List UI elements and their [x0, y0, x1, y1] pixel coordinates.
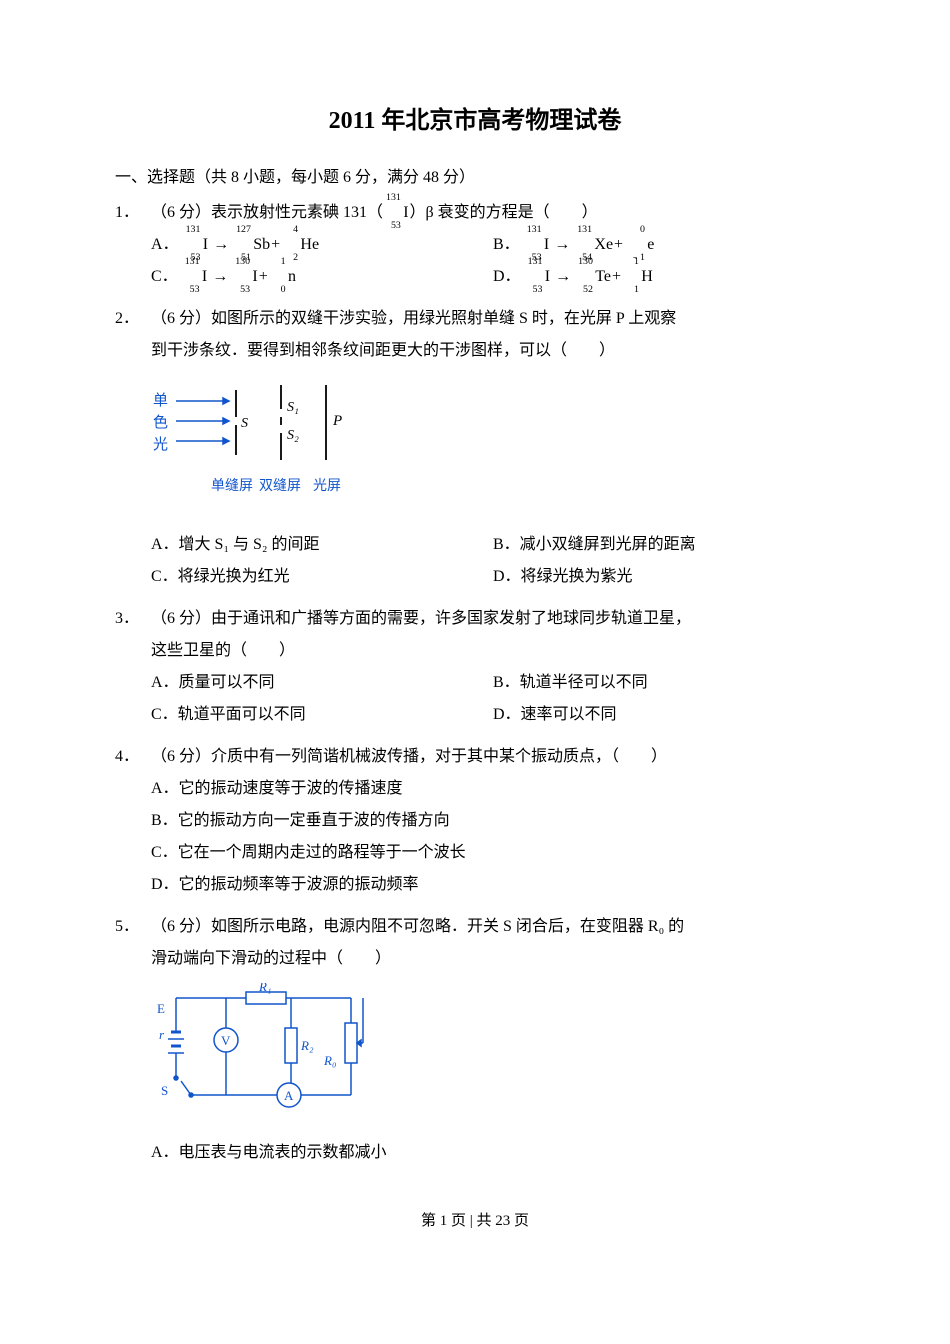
q1-optB: B． 53131I → 54131Xe+ ﹣10e [493, 229, 835, 261]
question-3: 3．（6 分）由于通讯和广播等方面的需要，许多国家发射了地球同步轨道卫星，这些卫… [115, 603, 835, 731]
q2-diagram: 单 色 光 S S₁ [115, 375, 835, 517]
svg-text:E: E [157, 1001, 165, 1016]
q3-stem: （6 分）由于通讯和广播等方面的需要，许多国家发射了地球同步轨道卫星，这些卫星的… [151, 603, 827, 667]
double-slit-svg: 单 色 光 S S₁ [151, 375, 381, 505]
q5-optA: A．电压表与电流表的示数都减小 [115, 1137, 835, 1169]
q2-row2: C．将绿光换为红光 D．将绿光换为紫光 [115, 561, 835, 593]
q1-stem: （6 分）表示放射性元素碘 131（53131I）β 衰变的方程是（ ） [151, 197, 827, 229]
q1-number: 1． [115, 197, 151, 229]
q1-optC: C． 53131I → 53130I+01n [151, 261, 493, 293]
q5-diagram: E r S R₁ R₂ R₀ V A [115, 983, 835, 1125]
q3-row1: A．质量可以不同 B．轨道半径可以不同 [115, 667, 835, 699]
q3-optD: D．速率可以不同 [493, 699, 835, 731]
svg-text:R₂: R₂ [300, 1038, 314, 1053]
svg-text:双缝屏: 双缝屏 [259, 478, 301, 494]
q4-optB: B．它的振动方向一定垂直于波的传播方向 [115, 805, 835, 837]
q5-stem: （6 分）如图所示电路，电源内阻不可忽略．开关 S 闭合后，在变阻器 R₀ 的滑… [151, 911, 827, 975]
q4-optC: C．它在一个周期内走过的路程等于一个波长 [115, 837, 835, 869]
q1-row2: C． 53131I → 53130I+01n D． 53131I → 52130… [115, 261, 835, 293]
question-2: 2．（6 分）如图所示的双缝干涉实验，用绿光照射单缝 S 时，在光屏 P 上观察… [115, 303, 835, 593]
svg-text:A: A [284, 1088, 294, 1103]
q4-optD: D．它的振动频率等于波源的振动频率 [115, 869, 835, 901]
q3-optA: A．质量可以不同 [151, 667, 493, 699]
page-title: 2011 年北京市高考物理试卷 [115, 100, 835, 135]
q3-row2: C．轨道平面可以不同 D．速率可以不同 [115, 699, 835, 731]
q2-number: 2． [115, 303, 151, 335]
svg-text:S: S [161, 1083, 168, 1098]
q2-optC: C．将绿光换为红光 [151, 561, 493, 593]
question-4: 4．（6 分）介质中有一列简谐机械波传播，对于其中某个振动质点，（ ） A．它的… [115, 741, 835, 901]
q4-optA: A．它的振动速度等于波的传播速度 [115, 773, 835, 805]
q3-optC: C．轨道平面可以不同 [151, 699, 493, 731]
svg-text:单: 单 [153, 392, 168, 409]
q2-row1: A．增大 S₁ 与 S₂ 的间距 B．减小双缝屏到光屏的距离 [115, 529, 835, 561]
question-5: 5．（6 分）如图所示电路，电源内阻不可忽略．开关 S 闭合后，在变阻器 R₀ … [115, 911, 835, 1169]
q1-row1: A． 53131I → 51127Sb+24He B． 53131I → 541… [115, 229, 835, 261]
svg-text:光: 光 [153, 436, 168, 453]
svg-text:V: V [221, 1033, 231, 1048]
svg-text:S₂: S₂ [287, 428, 299, 443]
svg-text:S: S [241, 416, 248, 431]
isotope-i131: 53131I [384, 197, 409, 229]
q4-number: 4． [115, 741, 151, 773]
q2-optB: B．减小双缝屏到光屏的距离 [493, 529, 835, 561]
q4-stem: （6 分）介质中有一列简谐机械波传播，对于其中某个振动质点，（ ） [151, 741, 827, 773]
question-1: 1．（6 分）表示放射性元素碘 131（53131I）β 衰变的方程是（ ） A… [115, 197, 835, 293]
q2-optA: A．增大 S₁ 与 S₂ 的间距 [151, 529, 493, 561]
section-header: 一、选择题（共 8 小题，每小题 6 分，满分 48 分） [115, 163, 835, 187]
svg-text:S₁: S₁ [287, 400, 299, 415]
svg-text:单缝屏: 单缝屏 [211, 478, 253, 494]
q3-number: 3． [115, 603, 151, 635]
q3-optB: B．轨道半径可以不同 [493, 667, 835, 699]
page: 2011 年北京市高考物理试卷 一、选择题（共 8 小题，每小题 6 分，满分 … [115, 0, 835, 1270]
svg-text:R₀: R₀ [323, 1053, 336, 1068]
svg-text:r: r [159, 1027, 165, 1042]
svg-text:光屏: 光屏 [313, 478, 341, 494]
q2-optD: D．将绿光换为紫光 [493, 561, 835, 593]
page-footer: 第 1 页 | 共 23 页 [115, 1209, 835, 1230]
q1-optA: A． 53131I → 51127Sb+24He [151, 229, 493, 261]
svg-text:色: 色 [153, 414, 168, 431]
circuit-svg: E r S R₁ R₂ R₀ V A [151, 983, 381, 1113]
q5-number: 5． [115, 911, 151, 943]
svg-text:P: P [332, 413, 342, 429]
q2-stem: （6 分）如图所示的双缝干涉实验，用绿光照射单缝 S 时，在光屏 P 上观察到干… [151, 303, 827, 367]
svg-text:R₁: R₁ [258, 983, 271, 994]
q1-optD: D． 53131I → 52130Te+11H [493, 261, 835, 293]
